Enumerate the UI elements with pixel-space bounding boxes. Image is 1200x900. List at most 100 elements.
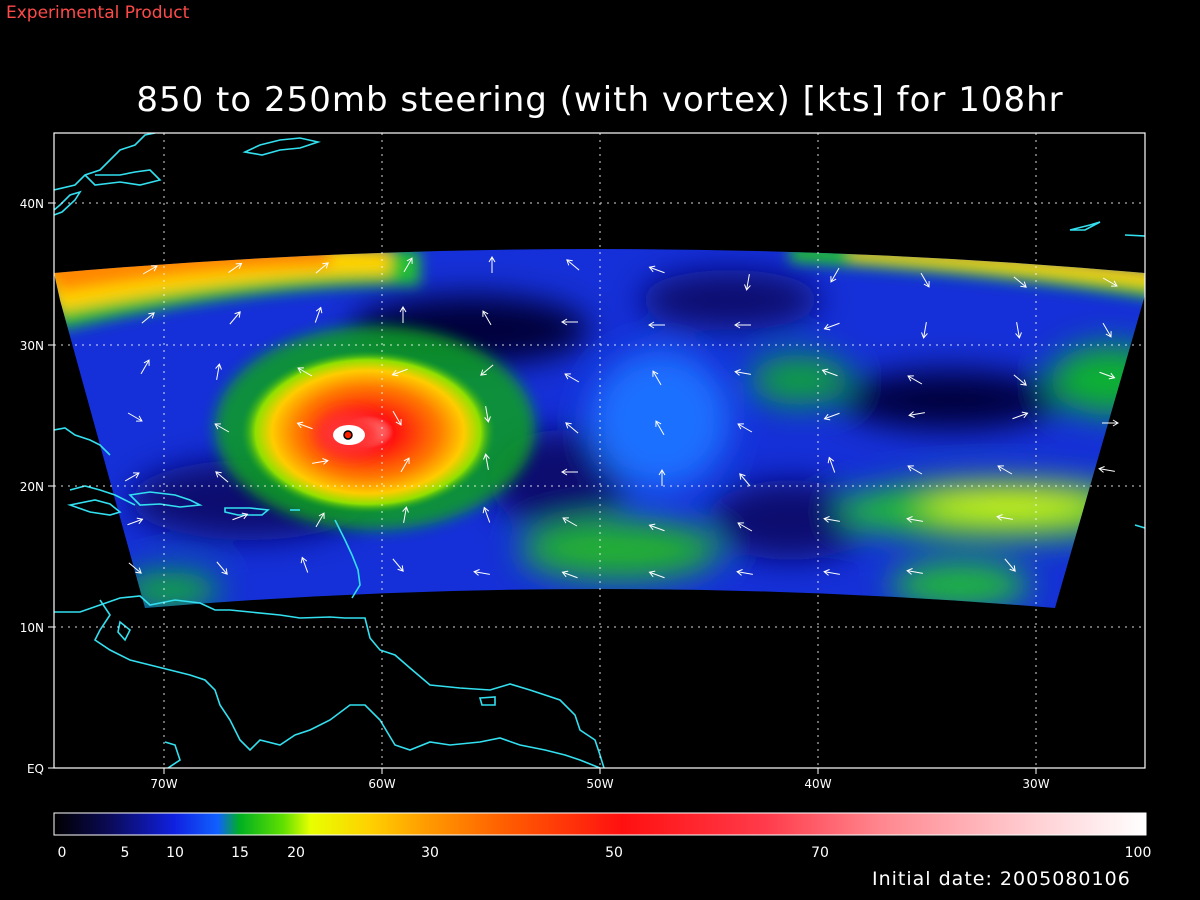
wind-vector-arrow-icon (997, 465, 1013, 475)
lat-label-10n: 10N (20, 621, 44, 635)
lon-label-50w: 50W (586, 777, 613, 791)
wind-vector-arrow-icon (648, 265, 665, 274)
wind-vector-arrow-icon (908, 411, 925, 418)
wind-speed-field (54, 249, 1145, 608)
wind-vector-arrow-icon (1015, 322, 1022, 339)
wind-vector-arrow-icon (482, 310, 492, 326)
colorbar-label-70: 70 (811, 845, 829, 861)
wind-vector-arrow-icon (566, 259, 580, 271)
wind-vector-arrow-icon (830, 267, 840, 283)
wind-vector-arrow-icon (734, 321, 751, 329)
experimental-product-label: Experimental Product (6, 3, 190, 23)
lat-label-30n: 30N (20, 339, 44, 353)
wind-vector-arrow-icon (392, 558, 404, 572)
wind-vector-arrow-icon (315, 262, 329, 274)
wind-vector-arrow-icon (734, 369, 751, 376)
lon-label-70w: 70W (150, 777, 177, 791)
colorbar-label-5: 5 (121, 845, 130, 861)
coastlines (54, 133, 1145, 768)
colorbar-label-50: 50 (605, 845, 623, 861)
wind-vector-arrow-icon (648, 321, 665, 329)
wind-vector-arrow-icon (736, 569, 753, 576)
wind-vector-arrow-icon (214, 423, 230, 433)
colorbar: 0 5 10 15 20 30 50 70 100 (53, 812, 1152, 861)
wind-vector-arrow-icon (1102, 277, 1118, 287)
wind-vector-arrow-icon (1004, 558, 1016, 572)
wind-vector-arrow-icon (565, 422, 579, 434)
colorbar-label-100: 100 (1125, 845, 1152, 861)
wind-vector-arrow-icon (480, 364, 494, 376)
wind-vector-arrow-icon (906, 568, 923, 575)
initial-date-label: Initial date: 2005080106 (872, 868, 1131, 890)
wind-vector-arrow-icon (737, 423, 753, 433)
wind-vector-arrow-icon (562, 517, 578, 527)
plot-title: 850 to 250mb steering (with vortex) [kts… (136, 80, 1064, 120)
wind-vector-arrow-icon (127, 412, 143, 422)
wind-vector-arrow-icon (482, 506, 491, 523)
hurricane-vortex (215, 326, 535, 530)
wind-vector-arrow-icon (402, 506, 409, 523)
wind-vector-arrow-icon (216, 561, 228, 575)
wind-vector-arrow-icon (823, 569, 840, 576)
wind-vector-arrow-icon (996, 514, 1013, 521)
wind-vector-arrow-icon (652, 370, 662, 386)
wind-vector-arrow-icon (314, 306, 323, 323)
wind-vector-arrow-icon (141, 312, 155, 324)
wind-vector-arrow-icon (483, 453, 490, 470)
lat-label-20n: 20N (20, 480, 44, 494)
wind-vector-arrow-icon (827, 456, 836, 473)
wind-vector-arrow-icon (648, 570, 665, 579)
colorbar-label-30: 30 (421, 845, 439, 861)
wind-vector-arrow-icon (128, 562, 142, 574)
wind-vector-arrow-icon (140, 359, 150, 375)
wind-vector-arrow-icon (920, 272, 930, 288)
wind-vector-arrow-icon (658, 469, 666, 486)
wind-vector-arrow-icon (823, 516, 840, 523)
wind-vector-arrow-icon (1099, 371, 1116, 380)
wind-vector-arrow-icon (823, 412, 840, 421)
wind-vector-arrow-icon (229, 311, 241, 325)
wind-vector-arrow-icon (392, 410, 402, 426)
storm-center-marker-icon (343, 430, 353, 440)
wind-vector-arrow-icon (921, 322, 928, 339)
wind-vector-arrow-icon (142, 265, 158, 275)
wind-vector-arrow-icon (127, 517, 144, 526)
wind-vector-arrow-icon (561, 570, 578, 579)
colorbar-label-0: 0 (58, 845, 67, 861)
wind-vector-arrow-icon (648, 523, 665, 532)
wind-vector-arrow-icon (403, 257, 413, 273)
colorbar-label-15: 15 (231, 845, 249, 861)
lat-label-40n: 40N (20, 197, 44, 211)
wind-vector-arrow-icon (737, 522, 753, 532)
wind-vector-arrow-icon (473, 569, 490, 576)
axis-ticks (48, 202, 1037, 774)
wind-vector-arrow-icon (488, 256, 496, 273)
wind-vector-arrow-icon (561, 468, 578, 476)
wind-vector-arrow-icon (296, 421, 313, 430)
wind-vector-arrow-icon (1102, 322, 1112, 338)
wind-vector-arrow-icon (1098, 466, 1115, 473)
wind-vectors (124, 256, 1119, 579)
wind-vector-arrow-icon (315, 512, 325, 528)
wind-vector-arrow-icon (744, 274, 751, 291)
wind-vector-arrow-icon (823, 322, 840, 331)
wind-vector-arrow-icon (907, 465, 923, 475)
wind-vector-arrow-icon (228, 262, 243, 273)
lat-label-eq: EQ (27, 762, 44, 776)
wind-vector-arrow-icon (564, 373, 580, 383)
wind-vector-arrow-icon (1013, 374, 1027, 386)
wind-vector-arrow-icon (312, 458, 329, 465)
colorbar-gradient (53, 812, 1147, 836)
wind-vector-arrow-icon (399, 306, 407, 323)
colorbar-label-10: 10 (166, 845, 184, 861)
wind-vector-arrow-icon (907, 375, 923, 385)
colorbar-label-20: 20 (287, 845, 305, 861)
wind-vector-arrow-icon (484, 406, 491, 423)
lon-label-40w: 40W (804, 777, 831, 791)
wind-vector-arrow-icon (232, 512, 249, 521)
wind-vector-arrow-icon (1102, 419, 1119, 427)
wind-vector-arrow-icon (906, 516, 923, 523)
lat-lon-grid (54, 133, 1145, 768)
wind-vector-arrow-icon (300, 556, 309, 573)
